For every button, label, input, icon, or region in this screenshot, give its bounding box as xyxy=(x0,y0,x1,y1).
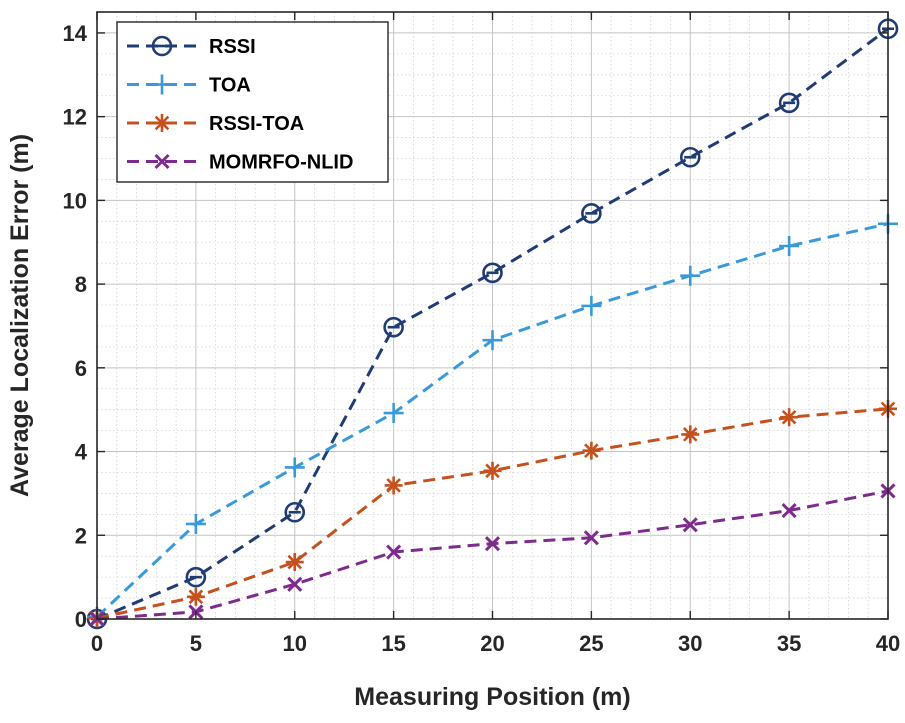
y-tick-label: 12 xyxy=(63,105,87,130)
marker-d2 xyxy=(682,517,698,533)
legend-item-toa: TOA xyxy=(127,74,251,97)
marker-circle xyxy=(284,501,306,523)
data-point-rssi xyxy=(679,146,701,168)
x-tick-labels: 0 5 10 15 20 25 30 35 40 xyxy=(91,631,900,656)
legend-item-rssi: RSSI xyxy=(127,35,256,58)
data-point-momrfo-nlid xyxy=(583,530,599,546)
marker-spoke xyxy=(682,427,698,442)
data-point-rssi xyxy=(778,92,800,114)
x-tick-label: 35 xyxy=(777,631,801,656)
legend-label: RSSI-TOA xyxy=(209,113,304,135)
data-point-toa xyxy=(779,236,800,257)
data-point-rssi xyxy=(185,566,207,588)
legend-label: RSSI xyxy=(209,36,256,58)
data-point-rssi-toa xyxy=(582,441,601,460)
legend-marker xyxy=(153,114,171,132)
marker-circle xyxy=(185,566,207,588)
data-point-toa xyxy=(680,265,701,286)
marker-spoke xyxy=(485,463,500,479)
marker-circle xyxy=(778,92,800,114)
marker-d2 xyxy=(583,530,599,546)
marker-d2 xyxy=(287,576,303,592)
marker-d2 xyxy=(154,153,170,170)
x-tick-label: 5 xyxy=(190,631,202,656)
legend-item-rssi-toa: RSSI-TOA xyxy=(127,113,304,135)
data-point-toa xyxy=(383,403,404,424)
marker-spoke xyxy=(781,409,797,425)
data-point-momrfo-nlid xyxy=(781,503,797,519)
y-tick-label: 2 xyxy=(75,523,87,548)
marker-circle xyxy=(581,203,602,224)
x-tick-label: 15 xyxy=(381,631,405,656)
data-point-rssi-toa xyxy=(285,553,304,572)
legend-marker xyxy=(152,74,172,95)
y-tick-label: 0 xyxy=(75,607,87,632)
legend-label: TOA xyxy=(209,75,251,97)
legend-marker xyxy=(154,153,170,170)
x-tick-label: 20 xyxy=(480,631,504,656)
x-tick-label: 40 xyxy=(876,631,900,656)
y-tick-label: 10 xyxy=(63,188,87,213)
y-tick-label: 6 xyxy=(75,356,87,381)
y-tick-label: 14 xyxy=(63,21,88,46)
data-point-rssi-toa xyxy=(384,476,403,495)
legend-item-momrfo-nlid: MOMRFO-NLID xyxy=(127,152,353,174)
marker-circle xyxy=(482,262,503,284)
marker-spoke xyxy=(188,589,204,605)
y-tick-label: 8 xyxy=(75,272,87,297)
x-tick-label: 25 xyxy=(579,631,603,656)
marker-spoke xyxy=(287,554,303,570)
marker-d2 xyxy=(484,536,501,552)
data-point-momrfo-nlid xyxy=(484,536,501,552)
data-point-rssi xyxy=(482,262,503,284)
data-point-rssi-toa xyxy=(483,461,502,480)
data-point-rssi xyxy=(383,316,404,338)
legend-box xyxy=(116,21,389,183)
legend-marker xyxy=(151,35,173,57)
data-point-momrfo-nlid xyxy=(682,517,698,533)
legend: RSSI TOA RSSI-TOA MOMRFO-NLID xyxy=(116,21,389,183)
y-tick-label: 4 xyxy=(75,440,88,465)
x-axis-label: Measuring Position (m) xyxy=(354,683,630,711)
y-tick-labels: 0 2 4 6 8 10 12 14 xyxy=(63,21,88,632)
data-point-rssi-toa xyxy=(681,425,700,444)
series-line-rssi-toa xyxy=(96,407,889,620)
data-point-toa xyxy=(581,295,602,316)
marker-d2 xyxy=(386,544,402,560)
marker-d2 xyxy=(781,503,797,519)
y-axis-label: Average Localization Error (m) xyxy=(6,134,34,497)
data-point-rssi-toa xyxy=(780,408,799,427)
data-point-toa xyxy=(185,513,206,534)
marker-spoke xyxy=(154,115,170,131)
x-tick-label: 0 xyxy=(91,631,103,656)
data-point-momrfo-nlid xyxy=(287,576,303,592)
data-point-rssi xyxy=(284,501,306,523)
legend-label: MOMRFO-NLID xyxy=(209,152,353,174)
x-tick-label: 30 xyxy=(678,631,702,656)
data-point-rssi-toa xyxy=(186,587,205,606)
marker-circle xyxy=(383,316,404,338)
marker-circle xyxy=(679,146,701,168)
axis-ticks xyxy=(96,12,889,620)
marker-circle xyxy=(151,35,173,57)
data-point-toa xyxy=(284,457,305,478)
x-tick-label: 10 xyxy=(283,631,307,656)
data-point-rssi xyxy=(581,203,602,224)
marker-spoke xyxy=(386,478,401,493)
marker-spoke xyxy=(584,443,599,458)
data-point-momrfo-nlid xyxy=(386,544,402,560)
data-point-toa xyxy=(482,330,503,351)
